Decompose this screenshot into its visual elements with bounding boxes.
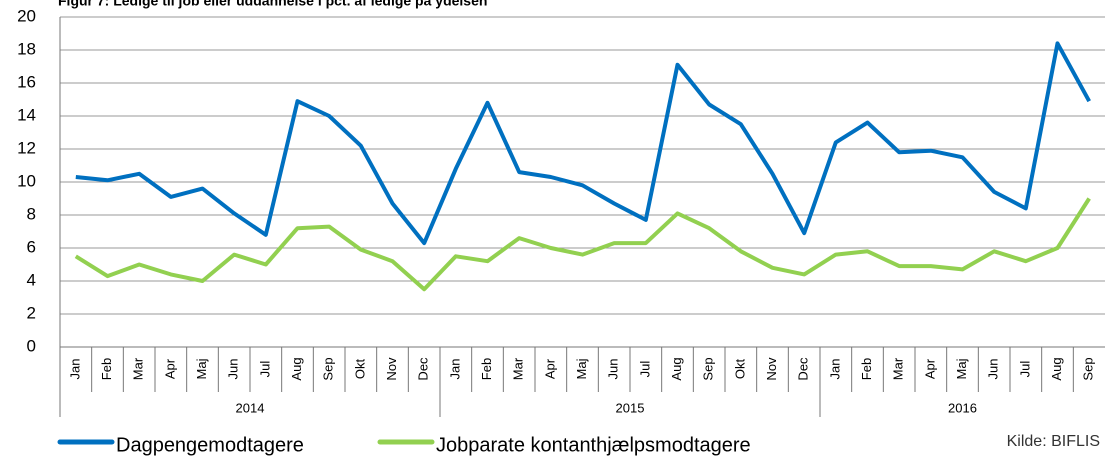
series-line [75, 41, 1091, 246]
x-tick-label: Jun [606, 359, 621, 380]
x-tick-label: Jan [447, 359, 462, 380]
x-tick-label: Sep [701, 357, 716, 380]
y-tick-label: 4 [27, 270, 36, 289]
legend-label: Jobparate kontanthjælpsmodtagere [436, 434, 751, 456]
x-tick-label: Jul [637, 361, 652, 378]
y-tick-label: 16 [17, 72, 36, 91]
x-tick-label: Okt [352, 359, 367, 380]
y-tick-label: 0 [27, 336, 36, 355]
chart-title: Figur 7: Ledige til job eller uddannelse… [58, 0, 487, 9]
x-tick-label: Maj [194, 358, 209, 379]
x-tick-label: Jan [67, 359, 82, 380]
x-tick-label: Jun [986, 359, 1001, 380]
y-tick-label: 6 [27, 237, 36, 256]
y-tick-label: 18 [17, 39, 36, 58]
x-tick-label: Jul [257, 361, 272, 378]
y-tick-label: 2 [27, 303, 36, 322]
x-tick-label: Nov [384, 357, 399, 381]
x-tick-label: Jul [1017, 361, 1032, 378]
group-label: 2016 [948, 400, 977, 415]
x-tick-label: Aug [669, 357, 684, 380]
x-tick-label: Apr [922, 358, 937, 379]
x-tick-label: Aug [289, 357, 304, 380]
x-tick-label: Maj [954, 358, 969, 379]
x-tick-label: Feb [859, 358, 874, 380]
y-tick-label: 10 [17, 171, 36, 190]
x-tick-label: Mar [131, 357, 146, 380]
y-tick-label: 12 [17, 138, 36, 157]
x-tick-label: Mar [511, 357, 526, 380]
x-tick-label: Dec [416, 357, 431, 381]
x-tick-label: Mar [891, 357, 906, 380]
legend-label: Dagpengemodtagere [116, 434, 304, 456]
x-tick-label: Maj [574, 358, 589, 379]
x-tick-label: Feb [479, 358, 494, 380]
x-tick-label: Sep [1081, 357, 1096, 380]
series-line [74, 197, 1091, 292]
x-tick-label: Feb [99, 358, 114, 380]
x-tick-label: Apr [162, 358, 177, 379]
source: Kilde: BIFLIS [1007, 433, 1100, 450]
y-tick-label: 20 [17, 6, 36, 25]
y-tick-label: 8 [27, 204, 36, 223]
group-label: 2014 [236, 400, 265, 415]
x-tick-label: Aug [1049, 357, 1064, 380]
x-tick-label: Dec [796, 357, 811, 381]
x-tick-label: Okt [732, 359, 747, 380]
x-tick-label: Apr [542, 358, 557, 379]
x-tick-label: Nov [764, 357, 779, 381]
x-tick-label: Sep [321, 357, 336, 380]
y-tick-label: 14 [17, 105, 36, 124]
group-label: 2015 [616, 400, 645, 415]
x-tick-label: Jan [827, 359, 842, 380]
x-tick-label: Jun [226, 359, 241, 380]
